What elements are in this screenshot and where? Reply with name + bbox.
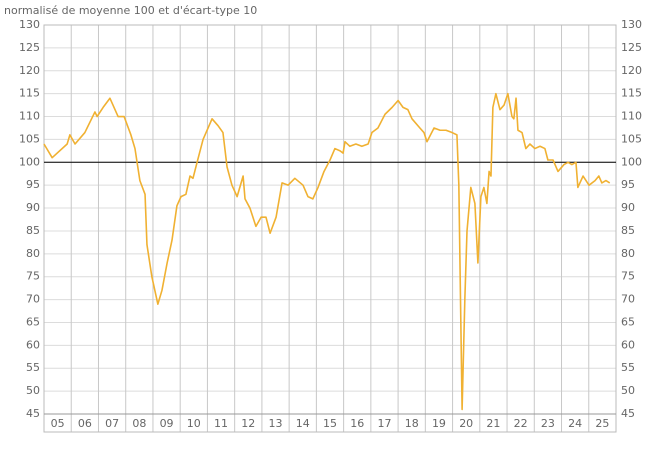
data-line bbox=[43, 92, 611, 411]
x-tick-label: 06 bbox=[78, 417, 92, 430]
x-tick-label: 17 bbox=[377, 417, 391, 430]
x-tick-label: 08 bbox=[132, 417, 146, 430]
y-tick-label: 70 bbox=[26, 293, 40, 306]
chart-subtitle: normalisé de moyenne 100 et d'écart-type… bbox=[4, 4, 257, 17]
y-tick-label: 125 bbox=[19, 41, 40, 54]
y-tick-label: 105 bbox=[19, 132, 40, 145]
y-tick-label: 75 bbox=[26, 270, 40, 283]
y2-tick-label: 115 bbox=[621, 87, 642, 100]
x-tick-label: 13 bbox=[269, 417, 283, 430]
x-tick-label: 20 bbox=[459, 417, 473, 430]
y-tick-label: 90 bbox=[26, 201, 40, 214]
x-tick-label: 10 bbox=[187, 417, 201, 430]
y-tick-label: 60 bbox=[26, 338, 40, 351]
y-tick-label: 50 bbox=[26, 384, 40, 397]
y2-tick-label: 95 bbox=[621, 178, 635, 191]
y-tick-label: 100 bbox=[19, 155, 40, 168]
y2-tick-label: 90 bbox=[621, 201, 635, 214]
y2-tick-label: 105 bbox=[621, 132, 642, 145]
y2-tick-label: 60 bbox=[621, 338, 635, 351]
y2-tick-label: 80 bbox=[621, 247, 635, 260]
y-tick-label: 80 bbox=[26, 247, 40, 260]
y-tick-label: 130 bbox=[19, 18, 40, 31]
plot-border bbox=[43, 24, 617, 433]
y2-tick-label: 75 bbox=[621, 270, 635, 283]
x-tick-label: 16 bbox=[350, 417, 364, 430]
y2-tick-label: 65 bbox=[621, 315, 635, 328]
y2-tick-label: 70 bbox=[621, 293, 635, 306]
x-tick-label: 07 bbox=[105, 417, 119, 430]
x-tick-label: 18 bbox=[405, 417, 419, 430]
x-tick-label: 25 bbox=[595, 417, 609, 430]
y2-tick-label: 110 bbox=[621, 110, 642, 123]
x-tick-label: 19 bbox=[432, 417, 446, 430]
y2-tick-label: 50 bbox=[621, 384, 635, 397]
x-tick-label: 09 bbox=[160, 417, 174, 430]
y-tick-label: 85 bbox=[26, 224, 40, 237]
y-tick-label: 55 bbox=[26, 361, 40, 374]
y-tick-label: 110 bbox=[19, 110, 40, 123]
x-tick-label: 12 bbox=[241, 417, 255, 430]
y2-tick-label: 45 bbox=[621, 407, 635, 420]
x-tick-label: 14 bbox=[296, 417, 310, 430]
y2-tick-label: 55 bbox=[621, 361, 635, 374]
y-tick-label: 95 bbox=[26, 178, 40, 191]
y2-tick-label: 120 bbox=[621, 64, 642, 77]
y2-tick-label: 125 bbox=[621, 41, 642, 54]
y-tick-label: 45 bbox=[26, 407, 40, 420]
x-tick-label: 22 bbox=[514, 417, 528, 430]
y-tick-label: 115 bbox=[19, 87, 40, 100]
y2-tick-label: 130 bbox=[621, 18, 642, 31]
y2-tick-label: 85 bbox=[621, 224, 635, 237]
y2-tick-label: 100 bbox=[621, 155, 642, 168]
x-tick-label: 21 bbox=[486, 417, 500, 430]
y-tick-label: 65 bbox=[26, 315, 40, 328]
y-tick-label: 120 bbox=[19, 64, 40, 77]
x-tick-label: 05 bbox=[51, 417, 65, 430]
x-tick-label: 23 bbox=[541, 417, 555, 430]
x-tick-label: 15 bbox=[323, 417, 337, 430]
x-tick-label: 11 bbox=[214, 417, 228, 430]
x-tick-label: 24 bbox=[568, 417, 582, 430]
